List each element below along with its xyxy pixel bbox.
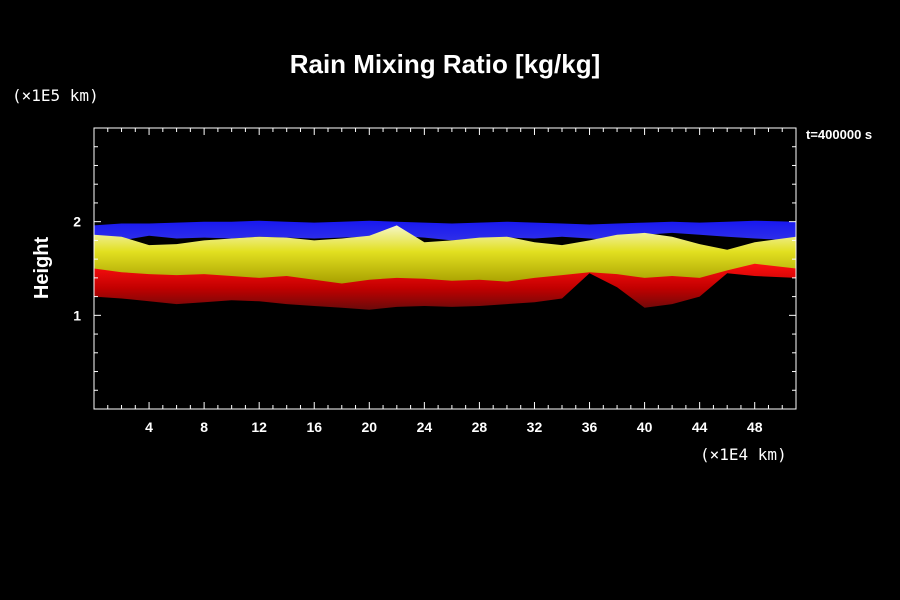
x-tick-label: 40 [637, 419, 653, 435]
y-tick-label: 1 [73, 307, 81, 323]
y-axis-label: Height [31, 237, 53, 300]
x-tick-label: 24 [417, 419, 433, 435]
time-label: t=400000 s [806, 127, 872, 142]
plot-frame [93, 127, 797, 410]
x-tick-label: 8 [200, 419, 208, 435]
x-tick-label: 32 [527, 419, 543, 435]
y-tick-label: 2 [73, 214, 81, 230]
band-upper [94, 220, 796, 243]
x-tick-label: 20 [362, 419, 378, 435]
chart-title: Rain Mixing Ratio [kg/kg] [290, 49, 601, 79]
x-scale-label: (×1E4 km) [700, 445, 787, 464]
x-tick-label: 4 [145, 419, 153, 435]
x-tick-label: 44 [692, 419, 708, 435]
data-bands [94, 220, 796, 310]
band-middle [94, 225, 796, 284]
x-tick-label: 12 [251, 419, 267, 435]
axis-ticks [94, 128, 796, 409]
x-tick-label: 16 [306, 419, 322, 435]
x-tick-label: 48 [747, 419, 763, 435]
band-lower [94, 262, 796, 310]
x-tick-label: 36 [582, 419, 598, 435]
y-scale-label: (×1E5 km) [12, 86, 99, 105]
x-tick-label: 28 [472, 419, 488, 435]
